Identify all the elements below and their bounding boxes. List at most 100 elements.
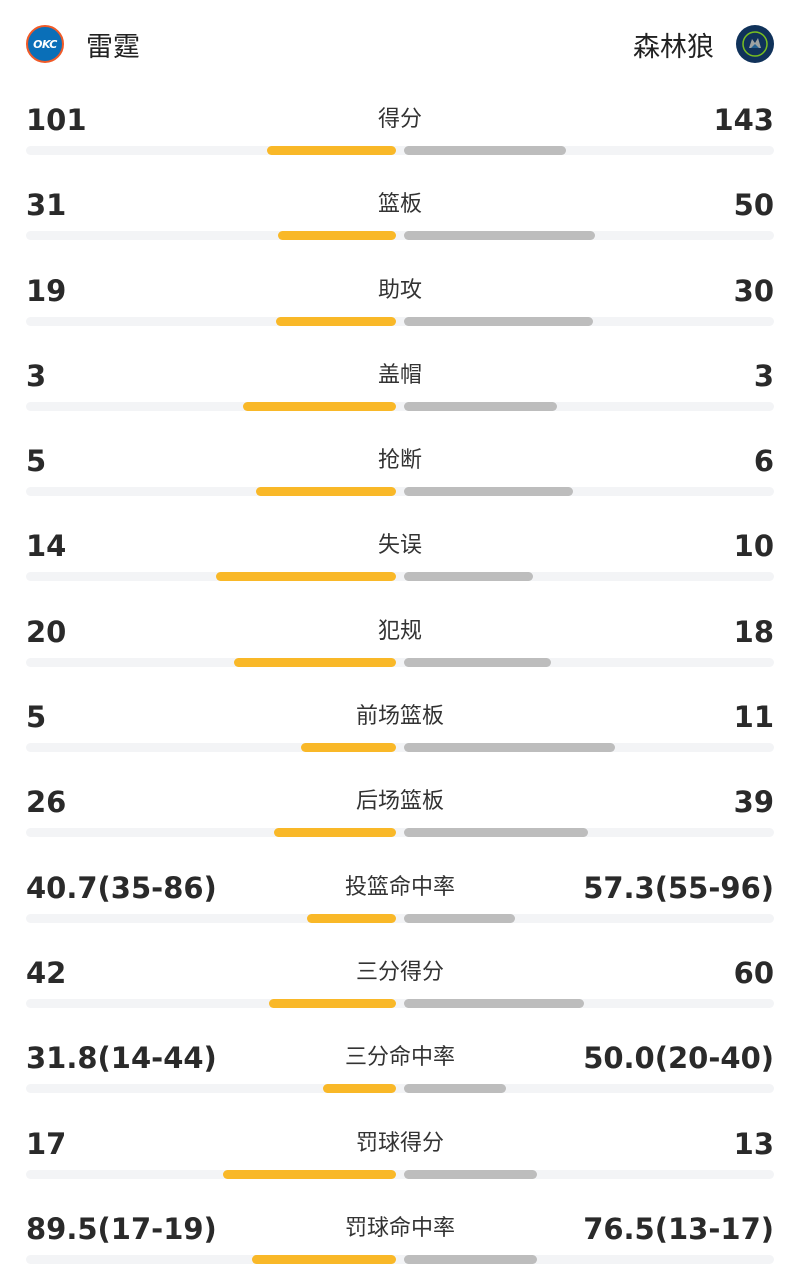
home-stat-value: 3 [26, 358, 47, 393]
stat-label: 抢断 [377, 448, 422, 474]
home-stat-value: 31.8(14-44) [26, 1041, 217, 1076]
home-team[interactable]: OKC 雷霆 [26, 22, 140, 66]
away-stat-value: 50.0(20-40) [583, 1041, 774, 1076]
away-stat-value: 39 [733, 785, 774, 820]
away-stat-value: 143 [713, 103, 774, 137]
stat-row: 31 篮板 50 [0, 175, 800, 260]
away-stat-bar [404, 146, 566, 155]
stat-row: 26 后场篮板 39 [0, 772, 800, 857]
home-stat-value: 31 [26, 188, 67, 223]
stat-bar-track [26, 316, 774, 326]
home-stat-bar [307, 913, 396, 923]
stat-row: 40.7(35-86) 投篮命中率 57.3(55-96) [0, 858, 800, 943]
away-stat-bar [404, 316, 593, 326]
stat-bar-track [26, 743, 774, 753]
okc-logo-text: OKC [33, 37, 57, 51]
away-stat-value: 6 [753, 444, 774, 479]
timberwolves-logo-icon [736, 25, 774, 63]
stat-row: 5 抢断 6 [0, 431, 800, 516]
stat-row: 14 失误 10 [0, 516, 800, 601]
stat-row: 89.5(17-19) 罚球命中率 76.5(13-17) [0, 1199, 800, 1284]
home-stat-value: 17 [26, 1126, 67, 1161]
stat-bar-track [26, 998, 774, 1008]
home-stat-bar [269, 998, 396, 1008]
stat-bar-track [26, 1084, 774, 1094]
away-stat-value: 3 [753, 358, 774, 393]
away-team[interactable]: 森林狼 [633, 22, 774, 66]
home-stat-bar [267, 146, 396, 155]
home-stat-value: 5 [26, 700, 47, 735]
stat-bar-track [26, 146, 774, 155]
stat-row: 17 罚球得分 13 [0, 1114, 800, 1199]
home-stat-bar [256, 487, 396, 497]
stat-bar-track [26, 401, 774, 411]
away-stat-bar [404, 1254, 537, 1264]
away-stat-value: 10 [733, 529, 774, 564]
away-stat-value: 50 [733, 188, 774, 223]
home-stat-value: 20 [26, 614, 67, 649]
away-stat-bar [404, 828, 588, 838]
away-stat-bar [404, 657, 551, 667]
home-stat-value: 26 [26, 785, 67, 820]
stat-label: 罚球得分 [355, 1130, 444, 1156]
home-stat-bar [216, 572, 396, 582]
home-stat-value: 101 [26, 103, 87, 137]
home-stat-bar [278, 231, 396, 241]
stat-bar-track [26, 487, 774, 497]
home-team-name: 雷霆 [86, 31, 140, 63]
stat-row: 19 助攻 30 [0, 261, 800, 346]
stat-label: 三分得分 [355, 959, 444, 985]
stat-label: 投篮命中率 [344, 874, 455, 900]
home-stat-bar [223, 1169, 396, 1179]
home-stat-value: 14 [26, 529, 67, 564]
away-stat-value: 11 [733, 700, 774, 735]
away-stat-bar [404, 401, 557, 411]
home-stat-value: 42 [26, 955, 67, 990]
away-stat-bar [404, 998, 584, 1008]
home-stat-value: 89.5(17-19) [26, 1211, 217, 1246]
stat-row: 101 得分 143 [0, 90, 800, 175]
home-stat-bar [243, 401, 396, 411]
stat-row: 3 盖帽 3 [0, 346, 800, 431]
away-stat-bar [404, 743, 615, 753]
stat-row: 20 犯规 18 [0, 602, 800, 687]
stat-label: 前场篮板 [355, 704, 444, 730]
away-stat-value: 60 [733, 955, 774, 990]
home-stat-value: 19 [26, 273, 67, 308]
away-stat-value: 13 [733, 1126, 774, 1161]
stat-row: 31.8(14-44) 三分命中率 50.0(20-40) [0, 1028, 800, 1113]
home-stat-bar [276, 316, 396, 326]
home-stat-bar [274, 828, 396, 838]
away-stat-bar [404, 572, 533, 582]
away-stat-value: 18 [733, 614, 774, 649]
stat-label: 三分命中率 [344, 1045, 455, 1071]
away-stat-bar [404, 1084, 506, 1094]
away-stat-bar [404, 231, 595, 241]
away-stat-value: 30 [733, 273, 774, 308]
stat-label: 得分 [377, 107, 422, 132]
away-stat-bar [404, 913, 515, 923]
stat-bar-track [26, 231, 774, 241]
stats-list: 101 得分 143 31 篮板 50 19 助攻 30 3 盖帽 3 5 抢断 6 14 失误 10 20 犯规 18… [0, 90, 800, 1284]
stat-label: 失误 [377, 533, 422, 559]
wolf-icon [742, 31, 768, 57]
home-stat-value: 5 [26, 444, 47, 479]
away-stat-value: 57.3(55-96) [583, 870, 774, 905]
stat-label: 后场篮板 [355, 789, 444, 815]
stat-label: 犯规 [377, 618, 422, 644]
home-stat-value: 40.7(35-86) [26, 870, 217, 905]
stat-label: 盖帽 [377, 362, 422, 388]
home-stat-bar [252, 1254, 396, 1264]
stat-label: 篮板 [377, 192, 422, 218]
home-stat-bar [234, 657, 396, 667]
away-stat-value: 76.5(13-17) [583, 1211, 774, 1246]
stat-bar-track [26, 572, 774, 582]
stat-bar-track [26, 828, 774, 838]
team-header: OKC 雷霆 森林狼 [0, 0, 800, 86]
stat-bar-track [26, 1254, 774, 1264]
away-team-name: 森林狼 [633, 31, 714, 63]
away-stat-bar [404, 1169, 537, 1179]
stat-bar-track [26, 1169, 774, 1179]
stat-label: 助攻 [377, 277, 422, 303]
stat-bar-track [26, 913, 774, 923]
